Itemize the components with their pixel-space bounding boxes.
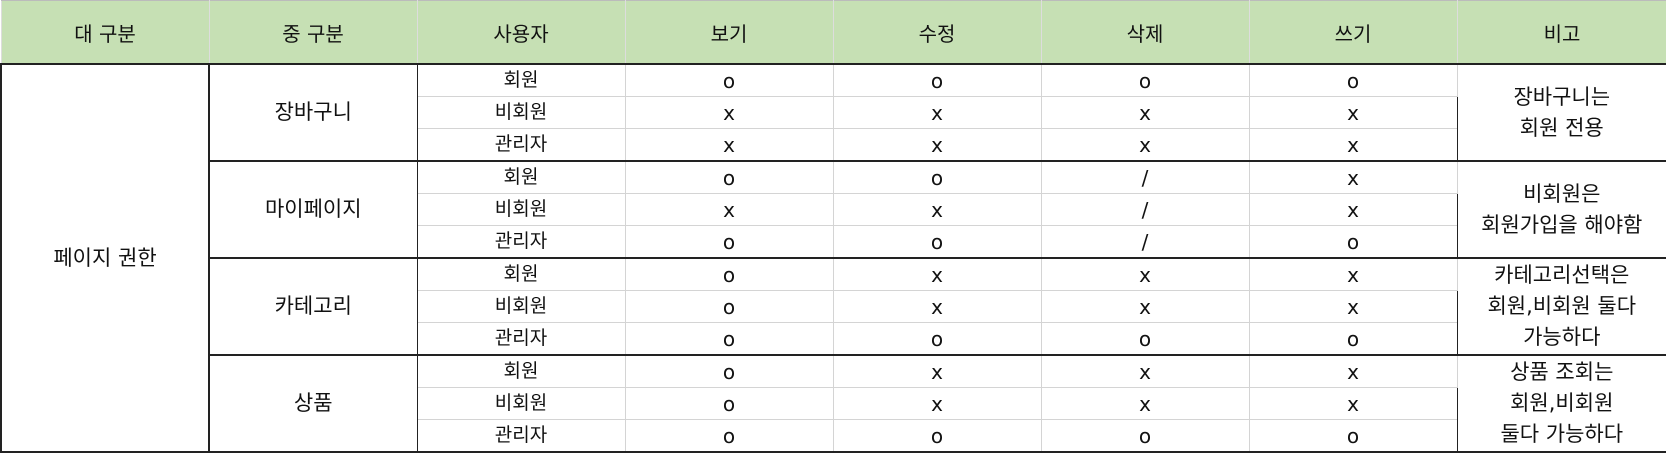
table-row: 상품 회원 o x x x 상품 조회는 회원,비회원 둘다 가능하다	[1, 355, 1666, 388]
header-note: 비고	[1457, 1, 1666, 65]
header-write: 쓰기	[1249, 1, 1457, 65]
view-cell: o	[625, 226, 833, 259]
delete-cell: x	[1041, 355, 1249, 388]
view-cell: o	[625, 64, 833, 97]
user-cell: 회원	[417, 258, 625, 291]
header-delete: 삭제	[1041, 1, 1249, 65]
edit-cell: o	[833, 64, 1041, 97]
edit-cell: x	[833, 194, 1041, 226]
group-name-cell: 카테고리	[209, 258, 417, 355]
delete-cell: /	[1041, 226, 1249, 259]
write-cell: o	[1249, 420, 1457, 453]
user-cell: 회원	[417, 64, 625, 97]
delete-cell: x	[1041, 97, 1249, 129]
note-line: 비회원은	[1458, 179, 1666, 210]
group-name-cell: 장바구니	[209, 64, 417, 161]
delete-cell: o	[1041, 420, 1249, 453]
view-cell: o	[625, 388, 833, 420]
write-cell: x	[1249, 388, 1457, 420]
header-major: 대 구분	[1, 1, 209, 65]
user-cell: 관리자	[417, 129, 625, 162]
edit-cell: x	[833, 129, 1041, 162]
note-cell: 비회원은 회원가입을 해야함	[1457, 161, 1666, 258]
header-edit: 수정	[833, 1, 1041, 65]
write-cell: x	[1249, 258, 1457, 291]
write-cell: o	[1249, 226, 1457, 259]
edit-cell: x	[833, 291, 1041, 323]
edit-cell: o	[833, 161, 1041, 194]
view-cell: x	[625, 129, 833, 162]
write-cell: x	[1249, 291, 1457, 323]
table-row: 페이지 권한 장바구니 회원 o o o o 장바구니는 회원 전용	[1, 64, 1666, 97]
delete-cell: x	[1041, 129, 1249, 162]
user-cell: 비회원	[417, 194, 625, 226]
view-cell: x	[625, 97, 833, 129]
header-view: 보기	[625, 1, 833, 65]
note-line: 회원가입을 해야함	[1458, 210, 1666, 241]
edit-cell: x	[833, 258, 1041, 291]
delete-cell: /	[1041, 194, 1249, 226]
user-cell: 회원	[417, 355, 625, 388]
view-cell: x	[625, 194, 833, 226]
delete-cell: /	[1041, 161, 1249, 194]
write-cell: o	[1249, 64, 1457, 97]
write-cell: x	[1249, 194, 1457, 226]
view-cell: o	[625, 355, 833, 388]
delete-cell: x	[1041, 388, 1249, 420]
edit-cell: o	[833, 226, 1041, 259]
table-row: 마이페이지 회원 o o / x 비회원은 회원가입을 해야함	[1, 161, 1666, 194]
delete-cell: o	[1041, 323, 1249, 356]
view-cell: o	[625, 291, 833, 323]
view-cell: o	[625, 323, 833, 356]
header-user: 사용자	[417, 1, 625, 65]
user-cell: 회원	[417, 161, 625, 194]
view-cell: o	[625, 161, 833, 194]
write-cell: o	[1249, 323, 1457, 356]
group-name-cell: 마이페이지	[209, 161, 417, 258]
write-cell: x	[1249, 129, 1457, 162]
edit-cell: x	[833, 388, 1041, 420]
user-cell: 비회원	[417, 388, 625, 420]
note-line: 회원,비회원	[1458, 388, 1666, 419]
user-cell: 관리자	[417, 420, 625, 453]
note-line: 회원,비회원 둘다	[1458, 291, 1666, 322]
edit-cell: o	[833, 420, 1041, 453]
note-line: 장바구니는	[1458, 82, 1666, 113]
delete-cell: x	[1041, 258, 1249, 291]
edit-cell: x	[833, 355, 1041, 388]
note-line: 둘다 가능하다	[1458, 419, 1666, 450]
note-line: 카테고리선택은	[1458, 260, 1666, 291]
view-cell: o	[625, 420, 833, 453]
note-cell: 상품 조회는 회원,비회원 둘다 가능하다	[1457, 355, 1666, 452]
delete-cell: o	[1041, 64, 1249, 97]
edit-cell: x	[833, 97, 1041, 129]
write-cell: x	[1249, 97, 1457, 129]
delete-cell: x	[1041, 291, 1249, 323]
write-cell: x	[1249, 161, 1457, 194]
table-row: 카테고리 회원 o x x x 카테고리선택은 회원,비회원 둘다 가능하다	[1, 258, 1666, 291]
view-cell: o	[625, 258, 833, 291]
user-cell: 비회원	[417, 97, 625, 129]
user-cell: 관리자	[417, 323, 625, 356]
write-cell: x	[1249, 355, 1457, 388]
header-row: 대 구분 중 구분 사용자 보기 수정 삭제 쓰기 비고	[1, 1, 1666, 65]
note-line: 가능하다	[1458, 322, 1666, 353]
user-cell: 관리자	[417, 226, 625, 259]
edit-cell: o	[833, 323, 1041, 356]
user-cell: 비회원	[417, 291, 625, 323]
group-name-cell: 상품	[209, 355, 417, 452]
note-cell: 카테고리선택은 회원,비회원 둘다 가능하다	[1457, 258, 1666, 355]
note-cell: 장바구니는 회원 전용	[1457, 64, 1666, 161]
note-line: 회원 전용	[1458, 113, 1666, 144]
major-category-cell: 페이지 권한	[1, 64, 209, 452]
header-minor: 중 구분	[209, 1, 417, 65]
note-line: 상품 조회는	[1458, 357, 1666, 388]
